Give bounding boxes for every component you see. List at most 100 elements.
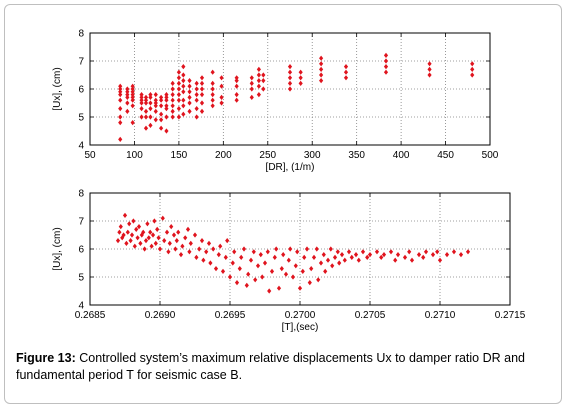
data-point: [157, 246, 163, 252]
x-tick-label: 0.2700: [285, 310, 316, 321]
data-point: [276, 285, 282, 291]
data-point: [121, 232, 126, 238]
y-tick-label: 4: [78, 301, 84, 312]
data-point: [356, 257, 361, 263]
data-point: [153, 117, 158, 123]
data-point: [164, 114, 169, 120]
data-point: [118, 224, 123, 230]
data-point: [142, 246, 147, 252]
data-point: [130, 97, 135, 103]
data-point: [170, 86, 175, 92]
data-point: [234, 97, 239, 103]
data-point: [211, 246, 216, 252]
data-point: [153, 103, 158, 109]
data-point: [249, 80, 254, 86]
x-tick-label: 100: [126, 150, 143, 161]
data-point: [244, 282, 249, 288]
data-point: [170, 97, 175, 103]
data-point: [125, 100, 130, 106]
data-point: [148, 92, 153, 98]
data-point: [130, 103, 135, 109]
data-point: [129, 232, 135, 238]
y-tick-label: 7: [78, 217, 84, 228]
data-point: [339, 252, 345, 258]
data-point: [232, 249, 237, 255]
chart-ux-vs-t: 0.2685 0.2690 0.2695 0.2700 0.2705 0.2710 0.27…: [52, 189, 526, 334]
figure-caption: Figure 13: Controlled system’s maximum r…: [16, 350, 552, 384]
plot-frame: [89, 192, 511, 306]
data-point: [314, 246, 319, 252]
y-tick-label: 6: [78, 85, 84, 96]
data-point: [159, 103, 164, 109]
data-point: [159, 94, 164, 100]
data-point: [134, 226, 139, 232]
data-point: [325, 257, 331, 263]
data-point: [210, 69, 215, 75]
data-point: [283, 271, 289, 277]
data-point: [465, 249, 471, 255]
data-point: [159, 125, 164, 131]
data-point: [265, 249, 270, 255]
data-point: [199, 108, 205, 114]
data-point: [194, 97, 199, 103]
data-point: [143, 238, 149, 244]
y-axis-label: [Ux], (cm): [52, 227, 63, 270]
data-point: [409, 257, 415, 263]
data-point: [130, 83, 135, 89]
data-point: [256, 66, 261, 72]
data-point: [143, 97, 149, 103]
data-point: [194, 106, 199, 112]
data-point: [435, 249, 440, 255]
data-point: [170, 103, 175, 109]
data-point: [407, 249, 412, 255]
data-point: [125, 108, 130, 114]
data-point: [164, 106, 169, 112]
data-point: [227, 274, 233, 280]
x-tick-label: 400: [393, 150, 410, 161]
data-point: [125, 89, 130, 95]
data-point: [239, 254, 244, 260]
data-point: [393, 257, 398, 263]
data-point: [167, 240, 172, 246]
data-point: [210, 86, 215, 92]
data-point: [210, 97, 215, 103]
data-point: [139, 97, 144, 103]
data-point: [125, 94, 130, 100]
data-point: [346, 249, 352, 255]
data-point: [187, 78, 192, 84]
data-point: [427, 72, 432, 78]
data-point: [171, 232, 177, 238]
x-tick-label: 0.2710: [425, 310, 456, 321]
data-point: [118, 114, 123, 120]
data-point: [323, 268, 328, 274]
data-point: [170, 92, 175, 98]
data-point: [343, 64, 349, 70]
data-point: [316, 277, 321, 283]
data-point: [287, 75, 293, 81]
data-point: [216, 252, 221, 258]
data-point: [321, 252, 326, 258]
data-point: [194, 114, 199, 120]
x-axis-label: [T],(sec): [282, 322, 319, 333]
y-tick-label: 4: [78, 141, 84, 152]
data-point: [383, 58, 389, 64]
data-point: [143, 108, 149, 114]
data-point: [427, 61, 432, 67]
data-point: [234, 83, 239, 89]
data-point: [148, 122, 153, 128]
data-point: [178, 252, 184, 258]
x-tick-label: 0.2695: [215, 310, 246, 321]
x-tick-label: 450: [437, 150, 454, 161]
data-point: [332, 254, 338, 260]
data-point: [381, 252, 387, 258]
data-point: [176, 69, 181, 75]
data-point: [118, 89, 123, 95]
data-point: [470, 66, 475, 72]
data-point: [335, 249, 340, 255]
data-point: [170, 108, 175, 114]
data-point: [220, 268, 226, 274]
data-point: [427, 66, 432, 72]
data-point: [130, 86, 135, 92]
data-point: [153, 92, 158, 98]
x-axis-label: [DR], (1/m): [266, 162, 315, 173]
